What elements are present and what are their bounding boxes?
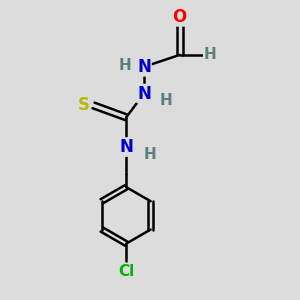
Text: O: O [172,8,187,26]
Text: N: N [137,58,151,76]
Text: N: N [137,85,151,103]
Text: H: H [144,147,156,162]
Text: H: H [204,47,216,62]
Text: Cl: Cl [118,264,134,279]
Text: N: N [119,138,133,156]
Text: S: S [78,96,90,114]
Text: H: H [160,94,173,109]
Text: H: H [118,58,131,73]
